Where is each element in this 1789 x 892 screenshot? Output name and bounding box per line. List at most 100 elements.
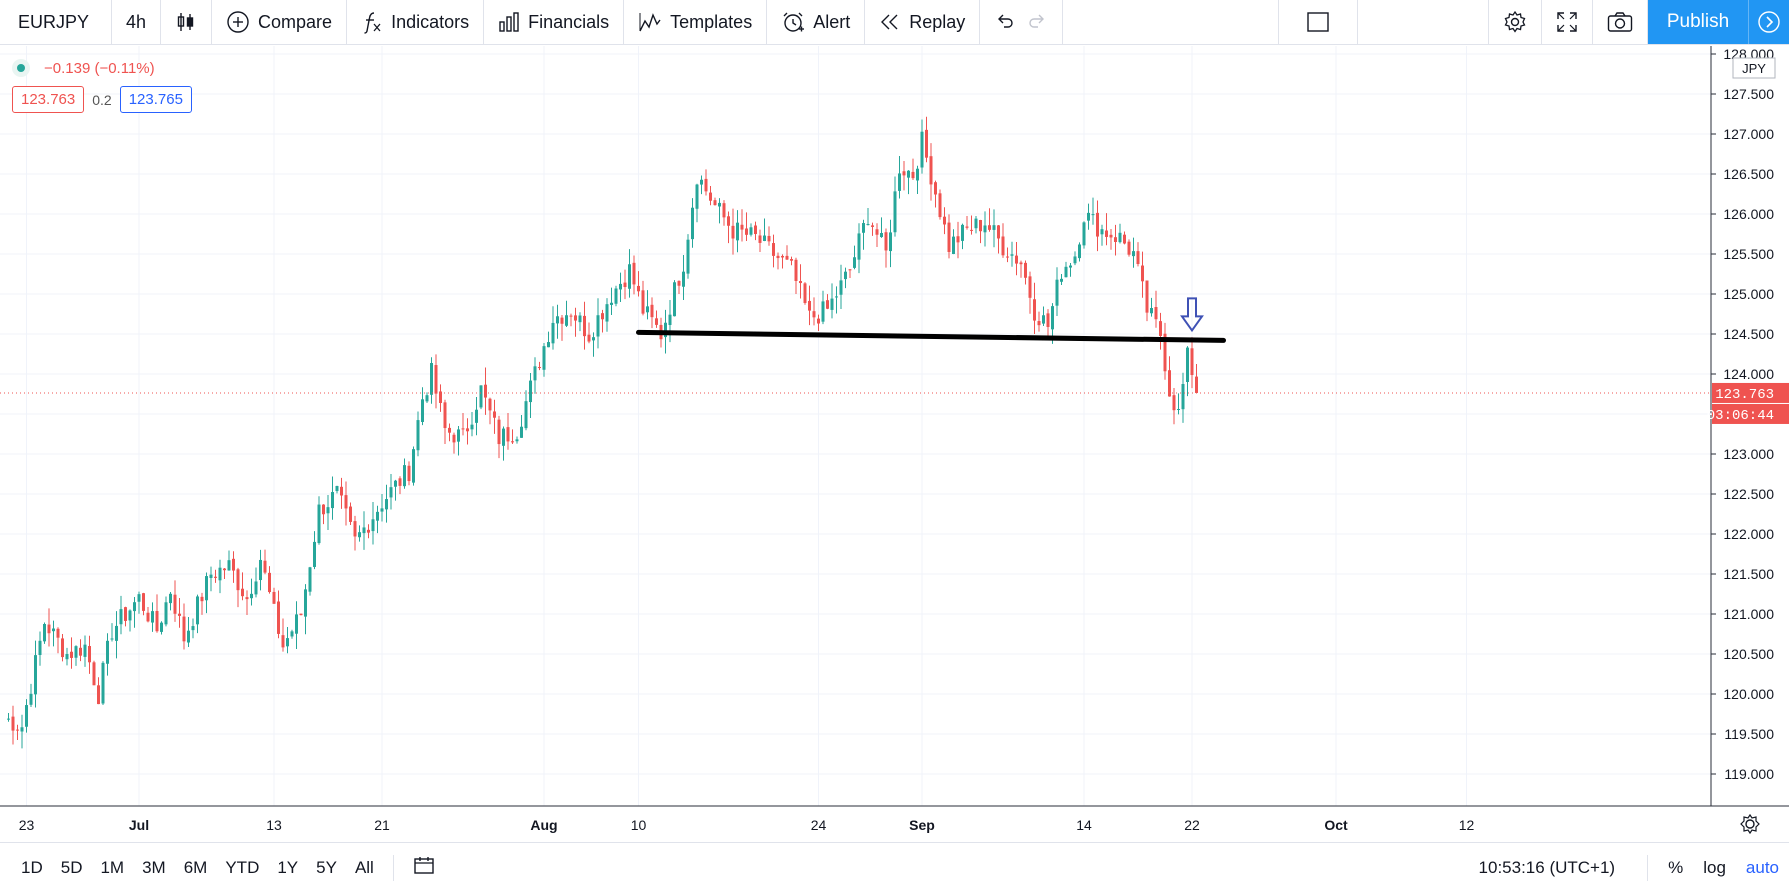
range-ytd[interactable]: YTD	[225, 857, 260, 877]
financials-button[interactable]: Financials	[484, 0, 625, 44]
candle-body	[925, 129, 928, 158]
range-1d[interactable]: 1D	[21, 857, 43, 877]
candle-body	[1109, 234, 1113, 238]
candle	[974, 215, 978, 234]
candle	[101, 661, 105, 706]
undo-icon[interactable]	[994, 12, 1014, 32]
candle-body	[943, 216, 946, 225]
bottom-right-controls: 10:53:16 (UTC+1) % log auto	[1478, 854, 1789, 881]
goto-date-button[interactable]	[404, 855, 444, 880]
candle-body	[11, 716, 15, 731]
candle	[965, 215, 969, 230]
candle-body	[992, 225, 996, 230]
indicators-button[interactable]: Indicators	[347, 0, 485, 44]
replay-button[interactable]: Replay	[865, 0, 981, 44]
candle-body	[205, 576, 208, 601]
candle	[187, 616, 190, 648]
candle-body	[542, 346, 546, 370]
candle	[326, 494, 330, 530]
candle	[691, 198, 694, 248]
candle	[898, 155, 901, 199]
candle	[484, 367, 487, 415]
range-6m[interactable]: 6M	[183, 857, 208, 877]
candle	[511, 429, 514, 445]
range-5y[interactable]: 5Y	[316, 857, 337, 877]
candle-body	[1069, 265, 1072, 268]
candle	[178, 598, 181, 628]
range-1m[interactable]: 1M	[100, 857, 125, 877]
candle-body	[641, 290, 645, 314]
range-3m[interactable]: 3M	[142, 857, 166, 877]
candle	[137, 591, 141, 614]
fullscreen-button[interactable]	[1542, 0, 1593, 44]
candle-body	[106, 640, 109, 664]
range-all[interactable]: All	[354, 857, 374, 877]
candle	[956, 221, 960, 259]
candle	[205, 572, 208, 614]
publish-button[interactable]: Publish	[1648, 0, 1748, 44]
snapshot-button[interactable]	[1593, 0, 1648, 44]
redo-icon[interactable]	[1028, 12, 1048, 32]
range-1y[interactable]: 1Y	[277, 857, 299, 877]
templates-button[interactable]: Templates	[624, 0, 768, 44]
alert-button[interactable]: Alert	[767, 0, 866, 44]
candle-body	[655, 318, 658, 325]
candle-body	[119, 609, 123, 625]
buy-price-button[interactable]: 123.765	[119, 86, 192, 113]
auto-scale-button[interactable]: auto	[1745, 857, 1779, 877]
price-legend: −0.139 (−0.11%) 123.763 0.2 123.765	[12, 54, 192, 113]
arrow-down-icon[interactable]	[1180, 297, 1204, 333]
settings-button[interactable]	[1488, 0, 1542, 44]
clock-timezone[interactable]: 10:53:16 (UTC+1)	[1478, 857, 1616, 877]
candle-body	[389, 487, 393, 498]
candle-body	[965, 226, 969, 228]
candle-body	[1060, 278, 1063, 282]
candle	[668, 300, 672, 343]
support-trendline[interactable]	[636, 329, 1226, 343]
price-axis[interactable]: 128.000127.500127.000126.500126.000125.5…	[1707, 46, 1789, 842]
candle	[889, 219, 892, 268]
interval-button[interactable]: 4h	[112, 0, 162, 44]
price-tick-label: 122.500	[1723, 486, 1774, 502]
candle-body	[38, 640, 42, 655]
percent-scale-button[interactable]: %	[1668, 857, 1684, 877]
candle	[250, 578, 253, 606]
layout-button[interactable]	[1278, 0, 1358, 44]
candle-body	[79, 647, 82, 656]
candle-body	[637, 285, 640, 292]
candle	[677, 280, 681, 295]
chart-style-button[interactable]	[161, 0, 213, 44]
candle	[1073, 251, 1077, 266]
candle-body	[700, 179, 703, 185]
range-5d[interactable]: 5D	[60, 857, 83, 877]
price-tick-label: 120.500	[1723, 646, 1774, 662]
scale-settings-icon[interactable]	[1740, 813, 1760, 835]
candle	[713, 197, 717, 206]
candle	[722, 200, 726, 226]
compare-button[interactable]: Compare	[212, 0, 348, 44]
price-tick-label: 119.500	[1724, 726, 1774, 742]
price-chart[interactable]: 128.000127.500127.000126.500126.000125.5…	[0, 0, 1789, 842]
candle	[479, 385, 483, 410]
candle	[97, 677, 100, 705]
candle	[124, 606, 127, 627]
candle-body	[367, 529, 370, 533]
candle-body	[556, 316, 559, 324]
log-scale-button[interactable]: log	[1703, 857, 1726, 877]
rewind-icon	[881, 14, 898, 30]
candle	[529, 373, 532, 418]
candle-body	[592, 337, 595, 341]
candle-body	[839, 280, 843, 295]
candle	[515, 436, 519, 444]
time-axis[interactable]: 23 Jul 13 21 Aug 10 24 Sep 14 22 Oct 12	[0, 805, 1789, 842]
price-tick-label: 126.000	[1723, 206, 1774, 222]
candle-body	[1123, 234, 1126, 244]
candle-body	[520, 426, 523, 438]
publish-menu-button[interactable]	[1748, 0, 1789, 44]
candle	[502, 426, 505, 461]
countdown-label: 03:06:44	[1707, 408, 1774, 424]
candle	[817, 314, 820, 331]
candle-body	[178, 613, 181, 616]
symbol-search-button[interactable]: EURJPY	[0, 0, 112, 44]
sell-price-button[interactable]: 123.763	[12, 86, 85, 113]
